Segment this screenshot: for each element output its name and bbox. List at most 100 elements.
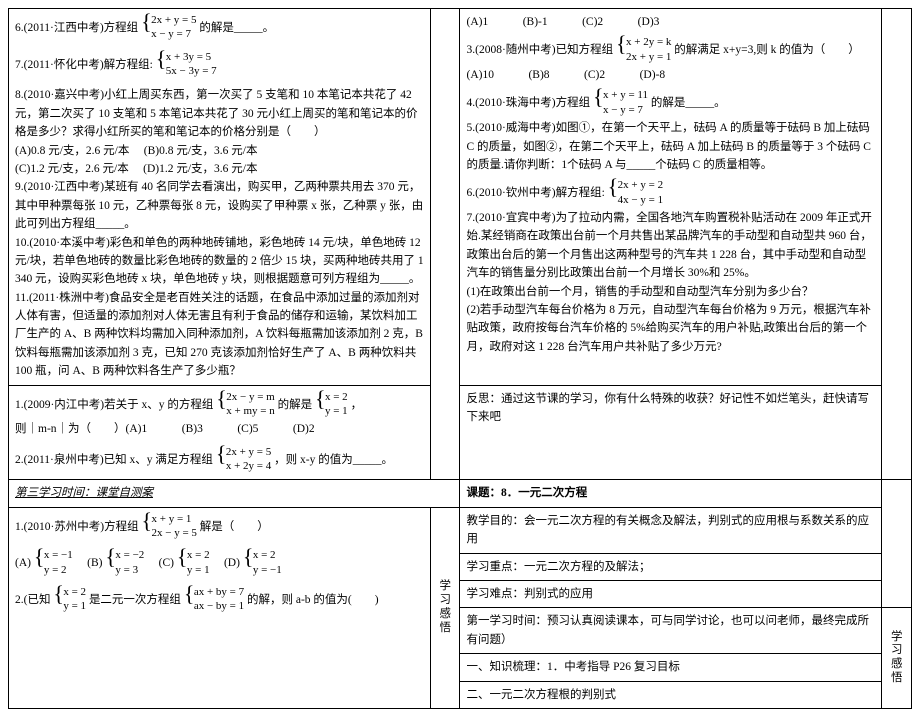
r7: 7.(2010·宜宾中考)为了拉动内需，全国各地汽车购置税补贴活动在 2009 … (466, 209, 875, 356)
r3: 3.(2008·随州中考)已知方程组 x + 2y = k 2x + y = 1… (466, 35, 875, 84)
section3-title-cell: 第三学习时间：课堂自测案 (9, 480, 460, 507)
q8-text: 8.(2010·嘉兴中考)小红上周买东西，第一次买了 5 支笔和 10 本笔记本… (15, 89, 418, 138)
r3-opts: (A)10 (B)8 (C)2 (D)-8 (466, 69, 665, 81)
optB2: y = 3 (115, 564, 138, 576)
right-label-cell: 学习感悟 (882, 608, 912, 709)
r5: 5.(2010·威海中考)如图①，在第一个天平上，砝码 A 的质量等于砝码 B … (466, 119, 875, 174)
q8-c: (C)1.2 元/支，2.6 元/本 (15, 163, 129, 175)
topic-t3: 学习重点：一元二次方程的及解法； (466, 561, 650, 573)
r3-post: 的解满足 x+y=3,则 k 的值为（ ） (674, 44, 859, 56)
r4-eq1: x + y = 11 (603, 89, 648, 101)
r6-pre: 6.(2010·钦州中考)解方程组: (466, 187, 604, 199)
optA1: x = −1 (44, 549, 73, 561)
mq1-eq1: 2x − y = m (226, 391, 274, 403)
q10-text: 10.(2010·本溪中考)彩色和单色的两种地砖铺地，彩色地砖 14 元/块，单… (15, 237, 424, 286)
q6-eq1: 2x + y = 5 (151, 14, 196, 26)
optD1: x = 2 (253, 549, 276, 561)
topic-t5: 第一学习时间：预习认真阅读课本，可与同学讨论，也可以问老师，最终完成所有问题） (466, 615, 869, 645)
q6-eq2: x − y = 7 (151, 28, 191, 40)
optA2: y = 2 (44, 564, 67, 576)
r4: 4.(2010·珠海中考)方程组 x + y = 11 x − y = 7 的解… (466, 88, 875, 119)
reflect-text: 反思：通过这节课的学习，你有什么特殊的收获？好记性不如烂笔头，赶快请写下来吧 (466, 390, 875, 427)
q7-eq2: 5x − 3y = 7 (166, 65, 217, 77)
r4-post: 的解是_____。 (651, 97, 726, 109)
right-empty-label2 (882, 480, 912, 608)
q8-d: (D)1.2 元/支，3.6 元/本 (143, 163, 257, 175)
q6: 6.(2011·江西中考)方程组 2x + y = 5 x − y = 7 的解… (15, 13, 424, 44)
r6-eq1: 2x + y = 2 (618, 179, 663, 191)
q6-post: 的解是_____。 (199, 22, 274, 34)
s3-q1-opts: (A) x = −1 y = 2 (B) x = −2 y = 3 (C) x … (15, 548, 424, 579)
s3q2-pre: 2.(已知 (15, 594, 50, 606)
s3-q1: 1.(2010·苏州中考)方程组 x + y = 1 2x − y = 5 解是… (15, 512, 424, 543)
optB-pre: (B) (87, 557, 102, 569)
q11-text: 11.(2011·株洲中考)食品安全是老百姓关注的话题，在食品中添加过量的添加剂… (15, 292, 423, 378)
section3-body-cell: 1.(2010·苏州中考)方程组 x + y = 1 2x − y = 5 解是… (9, 507, 431, 708)
optB1: x = −2 (115, 549, 144, 561)
s3q1-pre: 1.(2010·苏州中考)方程组 (15, 521, 139, 533)
q8-b: (B)0.8 元/支，3.6 元/本 (144, 145, 258, 157)
mid-q1: 1.(2009·内江中考)若关于 x、y 的方程组 2x − y = m x +… (15, 390, 424, 439)
q7-pre: 7.(2011·怀化中考)解方程组: (15, 59, 153, 71)
q8: 8.(2010·嘉兴中考)小红上周买东西，第一次买了 5 支笔和 10 本笔记本… (15, 86, 424, 178)
optC1: x = 2 (187, 549, 210, 561)
mq2-post: ，则 x-y 的值为_____。 (274, 454, 393, 466)
mq1-eq2: x + my = n (226, 405, 274, 417)
optC2: y = 1 (187, 564, 210, 576)
mid-label-cell: 学习感悟 (430, 507, 460, 708)
topic-t6: 一、知识梳理：1．中考指导 P26 复习目标 (466, 661, 679, 673)
s3q1-eq1: x + y = 1 (152, 513, 192, 525)
q9-text: 9.(2010·江西中考)某班有 40 名同学去看演出，购买甲，乙两种票共用去 … (15, 181, 423, 230)
left-cell-block2: 1.(2009·内江中考)若关于 x、y 的方程组 2x − y = m x +… (9, 385, 431, 480)
s3q1-eq2: 2x − y = 5 (152, 527, 197, 539)
r7-sub2: (2)若手动型汽车每台价格为 8 万元，自动型汽车每台价格为 9 万元，根据汽车… (466, 304, 870, 353)
q7-eq1: x + 3y = 5 (166, 51, 211, 63)
worksheet-table: 6.(2011·江西中考)方程组 2x + y = 5 x − y = 7 的解… (8, 8, 912, 709)
r5-text: 5.(2010·威海中考)如图①，在第一个天平上，砝码 A 的质量等于砝码 B … (466, 122, 870, 171)
r3-eq2: 2x + y = 1 (626, 51, 671, 63)
right-label: 学习感悟 (888, 631, 905, 686)
r3-eq1: x + 2y = k (626, 36, 671, 48)
topic-t2: 教学目的：会一元二次方程的有关概念及解法，判别式的应用根与系数关系的应用 (466, 515, 869, 545)
topic-t7-cell: 二、一元二次方程根的判别式 (460, 681, 882, 708)
right-reflect-cell: 反思：通过这节课的学习，你有什么特殊的收获？好记性不如烂笔头，赶快请写下来吧 (460, 385, 882, 480)
r7-sub1: (1)在政策出台前一个月，销售的手动型和自动型汽车分别为多少台？ (466, 286, 813, 298)
s3q2-eq2: y = 1 (63, 600, 86, 612)
left-cell-block1: 6.(2011·江西中考)方程组 2x + y = 5 x − y = 7 的解… (9, 9, 431, 386)
topic-t3-cell: 学习重点：一元二次方程的及解法； (460, 553, 882, 580)
section3-title: 第三学习时间：课堂自测案 (15, 487, 153, 499)
q6-pre: 6.(2011·江西中考)方程组 (15, 22, 138, 34)
mq2-eq1: 2x + y = 5 (226, 446, 271, 458)
mq1-line2: 则｜m-n｜为（ ）(A)1 (B)3 (C)5 (D)2 (15, 423, 315, 435)
r7-text: 7.(2010·宜宾中考)为了拉动内需，全国各地汽车购置税补贴活动在 2009 … (466, 212, 871, 279)
mid-label: 学习感悟 (437, 580, 454, 635)
optA-pre: (A) (15, 557, 31, 569)
topic-t2-cell: 教学目的：会一元二次方程的有关概念及解法，判别式的应用根与系数关系的应用 (460, 507, 882, 553)
topic-t6-cell: 一、知识梳理：1．中考指导 P26 复习目标 (460, 654, 882, 681)
s3q2-eq1: x = 2 (63, 586, 86, 598)
s3q2-post: 的解，则 a-b 的值为( ) (247, 594, 379, 606)
r1-opts: (A)1 (B)-1 (C)2 (D)3 (466, 13, 875, 31)
mq1-post: ， (351, 399, 363, 411)
q11: 11.(2011·株洲中考)食品安全是老百姓关注的话题，在食品中添加过量的添加剂… (15, 289, 424, 381)
optD2: y = −1 (253, 564, 282, 576)
mq1-pre: 1.(2009·内江中考)若关于 x、y 的方程组 (15, 399, 213, 411)
mq1-sol2: y = 1 (325, 405, 348, 417)
r3-pre: 3.(2008·随州中考)已知方程组 (466, 44, 613, 56)
s3-q2: 2.(已知 x = 2 y = 1 是二元一次方程组 ax + by = 7 a… (15, 585, 424, 616)
s3q2-meq1: ax + by = 7 (194, 586, 244, 598)
q7: 7.(2011·怀化中考)解方程组: x + 3y = 5 5x − 3y = … (15, 50, 424, 81)
q9: 9.(2010·江西中考)某班有 40 名同学去看演出，购买甲，乙两种票共用去 … (15, 178, 424, 233)
s3q2-meq2: ax − by = 1 (194, 600, 244, 612)
q8-a: (A)0.8 元/支，2.6 元/本 (15, 145, 129, 157)
topic-t5-cell: 第一学习时间：预习认真阅读课本，可与同学讨论，也可以问老师，最终完成所有问题） (460, 608, 882, 654)
mq2-eq2: x + 2y = 4 (226, 460, 271, 472)
r6: 6.(2010·钦州中考)解方程组: 2x + y = 2 4x − y = 1 (466, 178, 875, 209)
mq1-sol1: x = 2 (325, 391, 348, 403)
optD-pre: (D) (224, 557, 240, 569)
topic-t4: 学习难点：判别式的应用 (466, 588, 593, 600)
topic-t7: 二、一元二次方程根的判别式 (466, 689, 616, 701)
mid-q2: 2.(2011·泉州中考)已知 x、y 满足方程组 2x + y = 5 x +… (15, 445, 424, 476)
right-cell-block1: (A)1 (B)-1 (C)2 (D)3 3.(2008·随州中考)已知方程组 … (460, 9, 882, 386)
r6-eq2: 4x − y = 1 (618, 194, 663, 206)
